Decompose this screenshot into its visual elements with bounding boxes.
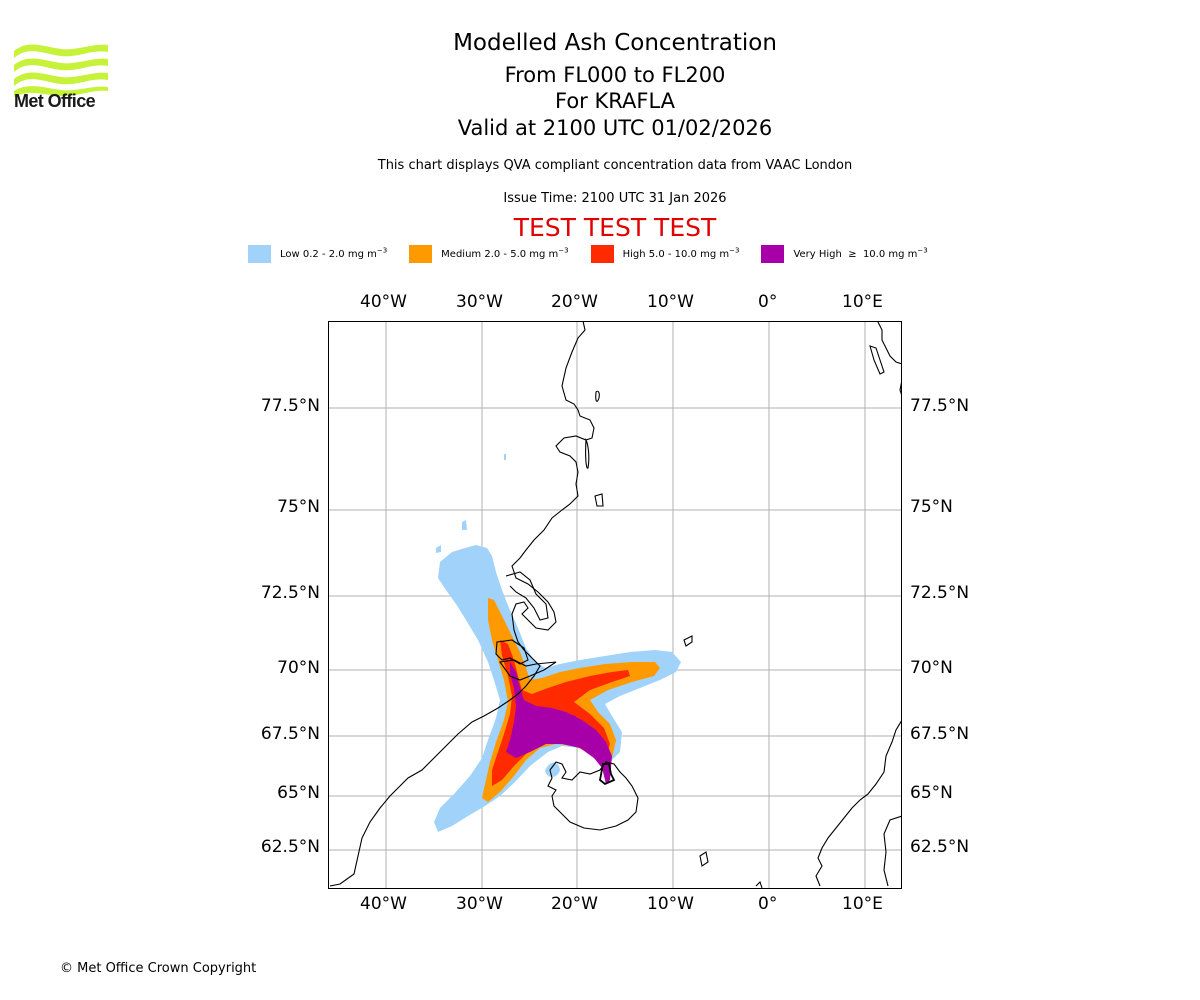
lat-tick-right-65n: 65°N <box>910 783 953 803</box>
concentration-legend: Low 0.2 - 2.0 mg m−3 Medium 2.0 - 5.0 mg… <box>248 244 950 264</box>
legend-swatch-low <box>248 245 271 263</box>
lon-tick-bottom-40w: 40°W <box>360 894 407 914</box>
lat-tick-right-62-5n: 62.5°N <box>910 837 970 857</box>
lat-tick-left-75n: 75°N <box>277 497 320 517</box>
lat-tick-right-75n: 75°N <box>910 497 953 517</box>
legend-label-high: High 5.0 - 10.0 mg m−3 <box>622 246 740 260</box>
legend-label-medium: Medium 2.0 - 5.0 mg m−3 <box>441 246 569 260</box>
volcano-marker <box>599 763 616 786</box>
lat-tick-left-65n: 65°N <box>277 783 320 803</box>
lon-tick-bottom-10w: 10°W <box>647 894 694 914</box>
legend-label-low: Low 0.2 - 2.0 mg m−3 <box>280 246 388 260</box>
chart-title: Modelled Ash Concentration <box>453 30 777 56</box>
lat-tick-right-67-5n: 67.5°N <box>910 724 970 744</box>
lat-tick-right-72-5n: 72.5°N <box>910 583 970 603</box>
lat-tick-right-77-5n: 77.5°N <box>910 396 970 416</box>
volcano-name: For KRAFLA <box>555 89 675 113</box>
lon-tick-bottom-0: 0° <box>758 894 778 914</box>
legend-item-medium: Medium 2.0 - 5.0 mg m−3 <box>409 245 569 263</box>
lat-tick-left-70n: 70°N <box>277 658 320 678</box>
graticule <box>328 321 902 889</box>
lon-tick-bottom-10e: 10°E <box>842 894 883 914</box>
met-office-logo-text: Met Office <box>14 91 96 111</box>
lon-tick-top-30w: 30°W <box>456 292 503 312</box>
lon-tick-top-0: 0° <box>758 292 778 312</box>
chart-description: This chart displays QVA compliant concen… <box>377 158 853 173</box>
lat-tick-right-70n: 70°N <box>910 658 953 678</box>
lat-tick-left-72-5n: 72.5°N <box>260 583 320 603</box>
legend-item-very-high: Very High ≥ 10.0 mg m−3 <box>761 245 928 263</box>
legend-swatch-high <box>590 245 614 263</box>
lon-tick-bottom-30w: 30°W <box>456 894 503 914</box>
lon-tick-top-10e: 10°E <box>842 292 883 312</box>
legend-item-low: Low 0.2 - 2.0 mg m−3 <box>248 245 387 263</box>
map-frame <box>328 321 902 889</box>
lon-tick-top-20w: 20°W <box>551 292 598 312</box>
lon-tick-top-10w: 10°W <box>647 292 694 312</box>
issue-time: Issue Time: 2100 UTC 31 Jan 2026 <box>503 191 727 206</box>
lat-tick-left-62-5n: 62.5°N <box>260 837 320 857</box>
copyright-notice: © Met Office Crown Copyright <box>60 961 257 976</box>
lon-tick-top-40w: 40°W <box>360 292 407 312</box>
test-banner: TEST TEST TEST <box>513 213 717 242</box>
met-office-waves-icon <box>14 44 108 97</box>
ash-very-high-region <box>506 662 612 784</box>
legend-item-high: High 5.0 - 10.0 mg m−3 <box>590 245 740 263</box>
lon-tick-bottom-20w: 20°W <box>551 894 598 914</box>
legend-label-very-high: Very High ≥ 10.0 mg m−3 <box>793 246 928 260</box>
legend-swatch-very-high <box>761 245 785 263</box>
lat-tick-left-77-5n: 77.5°N <box>260 396 320 416</box>
flight-level-range: From FL000 to FL200 <box>504 63 726 87</box>
map-panel[interactable] <box>328 321 903 890</box>
valid-time: Valid at 2100 UTC 01/02/2026 <box>457 116 773 140</box>
coastlines <box>329 321 902 889</box>
legend-swatch-medium <box>409 245 433 263</box>
map-background <box>328 321 902 889</box>
lat-tick-left-67-5n: 67.5°N <box>260 724 320 744</box>
